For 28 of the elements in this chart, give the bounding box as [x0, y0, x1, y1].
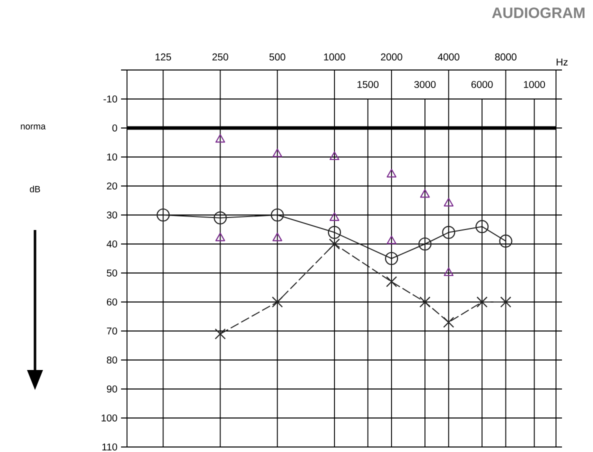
- annotation: 3000: [414, 80, 436, 88]
- y-tick-label: 20: [106, 182, 118, 190]
- annotation: 1000: [524, 80, 545, 88]
- x-tick-label: 250: [212, 53, 228, 60]
- y-tick-label: 110: [102, 443, 118, 451]
- y-tick-label: 100: [102, 414, 118, 422]
- y-tick-label: 0: [112, 124, 118, 132]
- y-tick-label: 70: [106, 327, 118, 335]
- text: norma: [20, 124, 46, 130]
- annotation: 6000: [471, 80, 493, 88]
- y-tick-label: 40: [106, 240, 118, 248]
- annotation: 1500: [358, 80, 379, 88]
- x-tick-label: 4000: [438, 53, 460, 60]
- y-tick-label: 50: [106, 269, 118, 277]
- chart-title: AUDIOGRAM: [492, 8, 584, 18]
- y-tick-label: 90: [106, 385, 118, 393]
- y-tick-label: 60: [106, 298, 118, 306]
- x-tick-label: 125: [156, 53, 172, 60]
- y-tick-label: 30: [106, 211, 118, 219]
- x-axis-title: Hz: [556, 58, 568, 66]
- x-tick-label: 500: [269, 53, 286, 60]
- x-tick-label: 1000: [324, 53, 346, 60]
- text: dB: [30, 186, 40, 192]
- y-tick-label: -10: [104, 95, 118, 103]
- y-tick-label: 80: [106, 356, 118, 364]
- x-tick-label: 8000: [495, 53, 516, 60]
- x-tick-label: 2000: [380, 53, 402, 60]
- y-tick-label: 10: [107, 153, 118, 161]
